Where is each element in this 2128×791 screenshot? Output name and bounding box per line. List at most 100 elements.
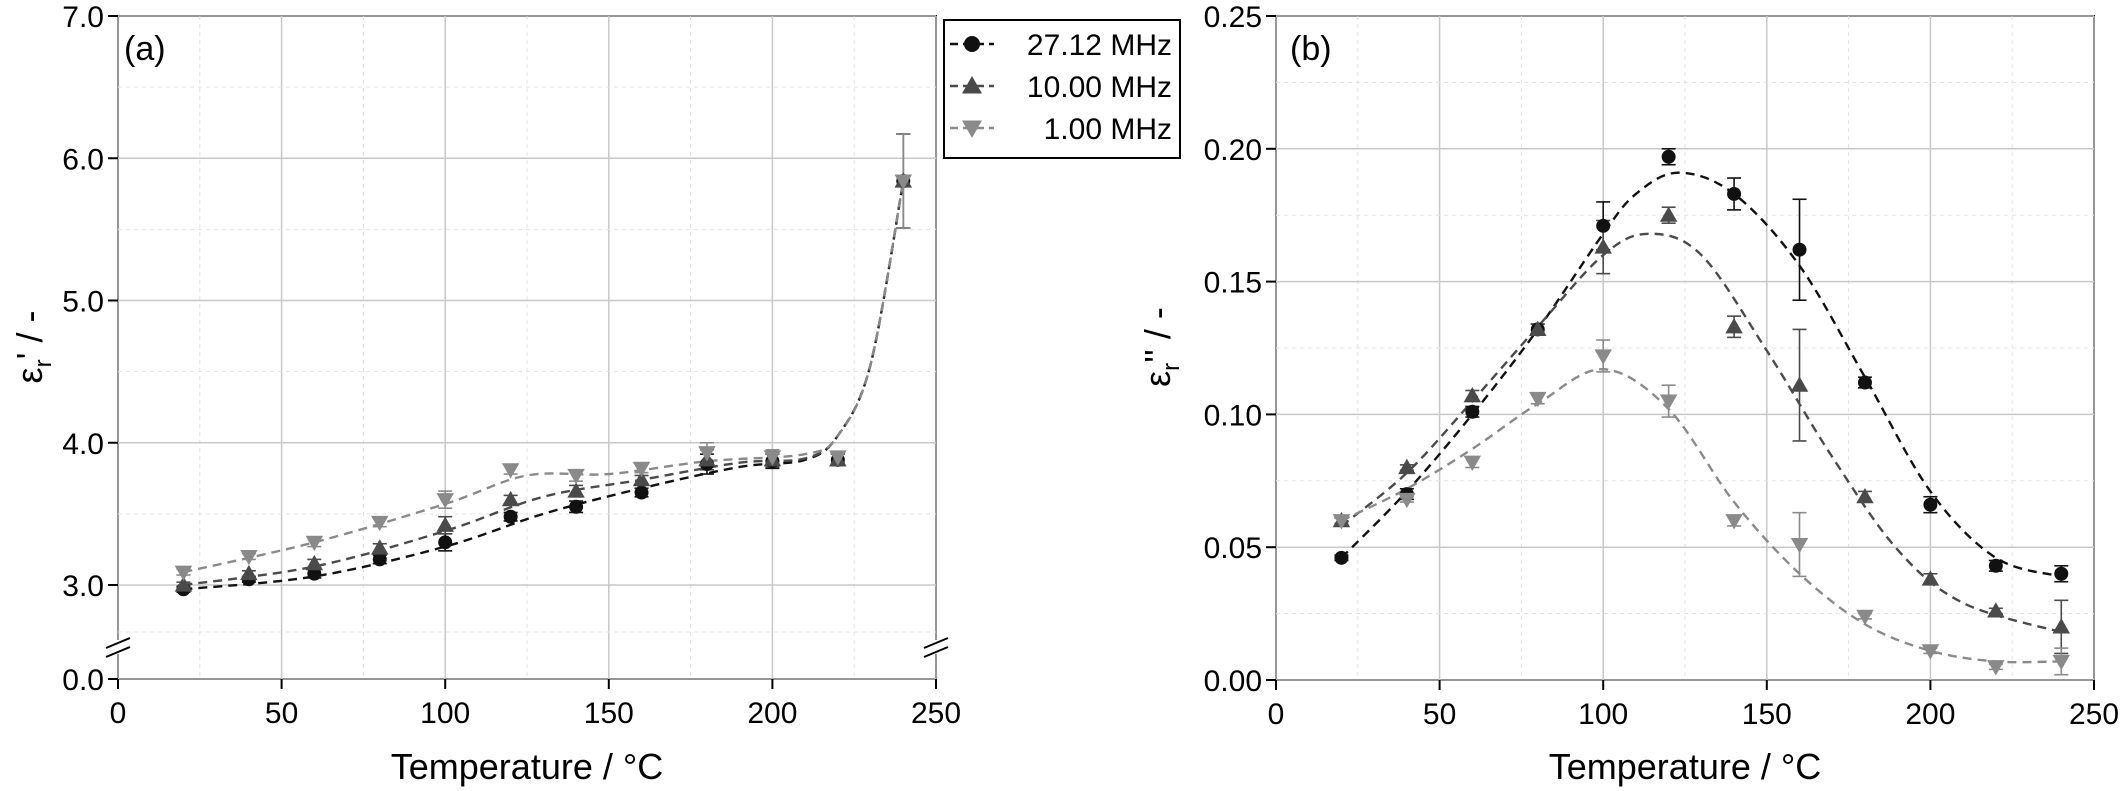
data-point-10-00-mhz xyxy=(1529,320,1547,336)
data-point-10-00-mhz xyxy=(1594,238,1612,254)
data-point-10-00-mhz xyxy=(1856,487,1874,504)
y-tick-label: 0.10 xyxy=(1204,399,1262,432)
data-point-1-00-mhz xyxy=(763,450,782,466)
panel-a-y-axis-label: εr' / - xyxy=(9,311,57,384)
data-point-27-12-mhz xyxy=(503,509,518,524)
x-tick-label: 50 xyxy=(265,697,298,730)
x-tick-label: 0 xyxy=(1268,698,1285,731)
fit-curve-27-12-mhz xyxy=(1340,171,2062,578)
data-point-10-00-mhz xyxy=(1725,318,1743,334)
x-tick-label: 250 xyxy=(911,697,961,730)
panel-b-x-ticks: 0 50 100 150 200 250 xyxy=(1268,680,2119,731)
data-point-1-00-mhz xyxy=(567,468,585,485)
y-tick-label: 6.0 xyxy=(62,143,104,176)
fit-curve-1-00-mhz xyxy=(1340,368,2062,664)
data-point-1-00-mhz xyxy=(1398,492,1416,509)
data-point-10-00-mhz xyxy=(2052,618,2071,634)
data-point-27-12-mhz xyxy=(1334,550,1349,565)
legend-items: 27.12 MHz 10.00 MHz 1.00 MHz xyxy=(950,29,1172,146)
data-point-1-00-mhz xyxy=(632,461,651,478)
y-tick-label: 4.0 xyxy=(62,428,104,461)
data-point-1-00-mhz xyxy=(174,565,193,581)
data-point-1-00-mhz xyxy=(1659,394,1678,410)
data-point-27-12-mhz xyxy=(1661,149,1676,164)
fit-curve-10-00-mhz xyxy=(183,180,905,587)
data-point-10-00-mhz xyxy=(567,482,585,498)
x-tick-label: 250 xyxy=(2069,698,2119,731)
legend-label-1-00-mhz: 1.00 MHz xyxy=(1044,113,1172,146)
y-tick-label: 0.15 xyxy=(1204,267,1262,300)
panel-a-x-axis-label: Temperature / °C xyxy=(391,746,664,787)
y-tick-label: 0.0 xyxy=(62,664,104,697)
panel-a-grid xyxy=(117,15,937,680)
panel-a-axis-break xyxy=(105,637,949,658)
panel-a-markers xyxy=(174,172,913,597)
data-point-1-00-mhz xyxy=(501,463,520,479)
data-point-10-00-mhz xyxy=(1790,376,1809,392)
y-tick-label: 0.20 xyxy=(1204,134,1262,167)
x-tick-label: 150 xyxy=(584,697,634,730)
data-point-27-12-mhz xyxy=(438,535,453,550)
data-point-10-00-mhz xyxy=(371,539,389,555)
panel-a-x-ticks: 0 50 100 150 200 250 xyxy=(110,679,961,730)
data-point-10-00-mhz xyxy=(1463,387,1482,403)
data-point-27-12-mhz xyxy=(1596,218,1611,233)
data-point-27-12-mhz xyxy=(1727,186,1742,201)
data-point-10-00-mhz xyxy=(1398,458,1416,475)
panel-b-y-ticks: 0.00 0.05 0.10 0.15 0.20 0.25 xyxy=(1204,1,1276,698)
panel-b-grid xyxy=(1275,15,2095,681)
data-point-1-00-mhz xyxy=(894,174,913,190)
panel-a: 0 50 100 150 200 250 0.0 3.0 4.0 5.0 6.0 7.0 (a) T… xyxy=(9,1,961,787)
panel-a-fit-curves xyxy=(183,180,905,591)
x-tick-label: 100 xyxy=(1578,698,1628,731)
data-point-10-00-mhz xyxy=(436,516,454,532)
data-point-10-00-mhz xyxy=(305,554,324,571)
data-point-1-00-mhz xyxy=(1332,514,1351,530)
data-point-10-00-mhz xyxy=(174,576,193,592)
panel-b-x-axis-label: Temperature / °C xyxy=(1549,746,1822,787)
data-point-10-00-mhz xyxy=(501,490,520,507)
data-point-1-00-mhz xyxy=(371,515,389,532)
panel-b-y-axis-label: εr'' / - xyxy=(1137,307,1185,387)
data-point-10-00-mhz xyxy=(240,564,258,581)
data-point-27-12-mhz xyxy=(1465,404,1480,419)
data-point-27-12-mhz xyxy=(1792,242,1807,257)
data-point-27-12-mhz xyxy=(2054,566,2069,581)
data-point-1-00-mhz xyxy=(305,535,324,552)
data-point-1-00-mhz xyxy=(1725,514,1743,530)
data-point-10-00-mhz xyxy=(1987,602,2005,618)
data-point-1-00-mhz xyxy=(829,450,847,466)
x-tick-label: 50 xyxy=(1423,698,1456,731)
axis-break-mark-right xyxy=(923,637,949,649)
panel-b-label: (b) xyxy=(1290,30,1332,68)
data-point-1-00-mhz xyxy=(698,446,716,462)
data-point-1-00-mhz xyxy=(1921,644,1940,660)
fit-curve-10-00-mhz xyxy=(1340,232,2062,634)
data-point-1-00-mhz xyxy=(240,549,258,566)
data-point-10-00-mhz xyxy=(1921,570,1940,586)
data-point-1-00-mhz xyxy=(1594,349,1612,365)
y-tick-label: 5.0 xyxy=(62,286,104,319)
panel-b: 0 50 100 150 200 250 0.00 0.05 0.10 0.15 0.20 0.25… xyxy=(1137,1,2119,787)
data-point-1-00-mhz xyxy=(1790,537,1809,554)
panel-a-label: (a) xyxy=(124,30,166,68)
data-point-27-12-mhz xyxy=(634,485,649,500)
data-point-1-00-mhz xyxy=(1856,609,1874,626)
data-point-1-00-mhz xyxy=(436,493,454,509)
legend: 27.12 MHz 10.00 MHz 1.00 MHz xyxy=(943,19,1181,159)
x-tick-label: 0 xyxy=(110,697,127,730)
legend-label-10-00-mhz: 10.00 MHz xyxy=(1027,71,1172,104)
data-point-10-00-mhz xyxy=(632,470,651,487)
axis-break-mark-left xyxy=(105,637,131,649)
data-point-27-12-mhz xyxy=(1988,558,2003,573)
x-tick-label: 150 xyxy=(1742,698,1792,731)
data-point-1-00-mhz xyxy=(1529,391,1547,408)
data-point-27-12-mhz xyxy=(1857,375,1872,390)
data-point-27-12-mhz xyxy=(372,552,387,567)
data-point-27-12-mhz xyxy=(569,499,584,514)
y-tick-label: 0.05 xyxy=(1204,532,1262,565)
axis-break-mark-right xyxy=(923,646,949,658)
y-tick-label: 7.0 xyxy=(62,1,104,34)
x-tick-label: 200 xyxy=(747,697,797,730)
